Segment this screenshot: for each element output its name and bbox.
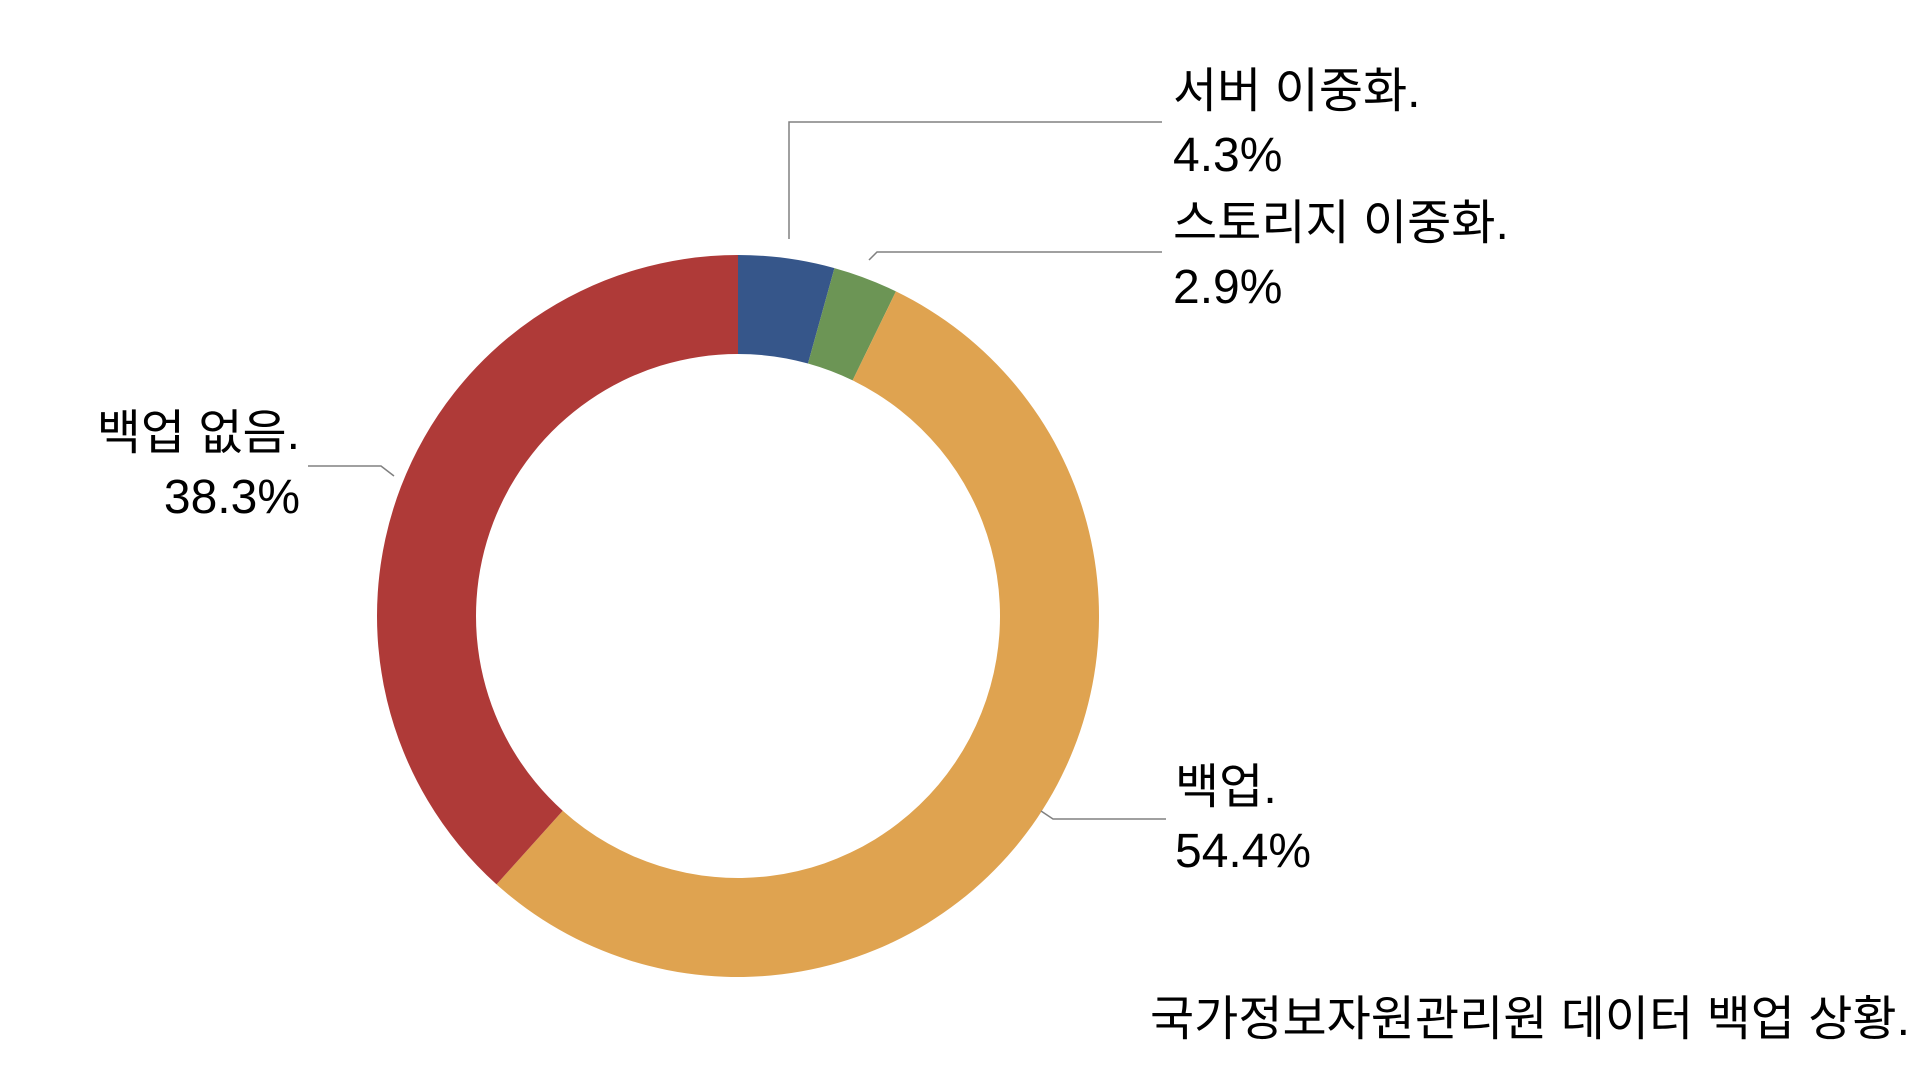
callout-storage-redundancy: 스토리지 이중화. 2.9% (1173, 192, 1509, 320)
callout-no-backup: 백업 없음. 38.3% (20, 402, 300, 530)
slice-value: 38.3% (163, 471, 300, 524)
leader-line-server-redundancy (788, 121, 1162, 239)
slice-label: 스토리지 이중화. (1173, 197, 1509, 250)
callout-backup: 백업. 54.4% (1175, 756, 1311, 884)
callout-server-redundancy: 서버 이중화. 4.3% (1173, 60, 1420, 188)
leader-line-storage-redundancy (868, 251, 1162, 261)
slice-value: 54.4% (1175, 825, 1312, 878)
slice-no-backup (377, 255, 738, 885)
slice-backup (496, 291, 1100, 978)
leader-line-no-backup (308, 465, 395, 477)
slice-label: 서버 이중화. (1173, 65, 1421, 118)
leader-line-backup (1040, 810, 1166, 820)
slice-server-redundancy (738, 255, 835, 364)
slice-value: 2.9% (1173, 261, 1283, 314)
slice-label: 백업. (1175, 761, 1277, 814)
slice-label: 백업 없음. (96, 407, 300, 460)
slice-value: 4.3% (1173, 129, 1283, 182)
chart-caption: 국가정보자원관리원 데이터 백업 상황. (1150, 993, 1910, 1046)
slice-storage-redundancy (808, 268, 896, 381)
